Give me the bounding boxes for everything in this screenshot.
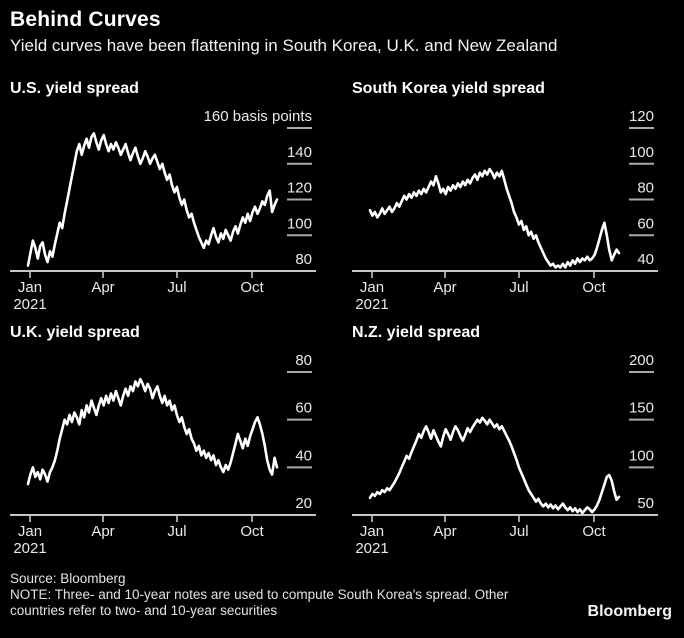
chart-title: U.K. yield spread <box>10 324 140 341</box>
line-series <box>26 132 279 267</box>
y-tick-label: 100 <box>629 447 654 464</box>
y-tick-label: 40 <box>295 447 312 464</box>
chart-header: Behind Curves Yield curves have been fla… <box>10 8 674 56</box>
chart-uk-yield-spread: U.K. yield spread 80 60 40 20 Jan 2021 Apr Jul O… <box>10 324 316 560</box>
y-tick-label: 80 <box>295 251 312 268</box>
chart-title: South Korea yield spread <box>352 80 545 97</box>
bloomberg-logo: Bloomberg <box>587 603 672 620</box>
page-title: Behind Curves <box>10 8 161 31</box>
x-tick-label: Apr <box>91 523 114 540</box>
x-tick-label: Apr <box>91 279 114 296</box>
y-tick-label: 160 basis points <box>204 108 312 125</box>
chart-us-yield-spread: U.S. yield spread 160 basis points 140 120… <box>10 80 316 316</box>
x-tick-year-label: 2021 <box>355 540 388 557</box>
y-tick-label: 60 <box>637 215 654 232</box>
y-tick-label: 120 <box>629 108 654 125</box>
y-tick-label: 80 <box>637 180 654 197</box>
methodology-note-line2: countries refer to two- and 10-year secu… <box>10 603 278 618</box>
y-tick-label: 120 <box>287 180 312 197</box>
x-tick-label: Jan <box>360 279 384 296</box>
y-tick-label: 80 <box>295 352 312 369</box>
x-tick-label: Oct <box>582 279 606 296</box>
y-tick-label: 60 <box>295 400 312 417</box>
y-tick-label: 140 <box>287 144 312 161</box>
y-tick-label: 100 <box>287 215 312 232</box>
x-tick-year-label: 2021 <box>13 296 46 313</box>
line-series <box>368 416 621 515</box>
methodology-note-line1: NOTE: Three- and 10-year notes are used … <box>10 587 509 602</box>
x-tick-year-label: 2021 <box>355 296 388 313</box>
x-tick-label: Oct <box>582 523 606 540</box>
x-tick-label: Jul <box>509 279 528 296</box>
line-series <box>368 167 621 269</box>
x-tick-label: Jul <box>167 279 186 296</box>
chart-nz-yield-spread: N.Z. yield spread 200 150 100 50 Jan 2021 Apr J… <box>352 324 658 560</box>
chart-title: U.S. yield spread <box>10 80 139 97</box>
x-tick-label: Apr <box>433 279 456 296</box>
x-tick-label: Apr <box>433 523 456 540</box>
x-tick-label: Jul <box>167 523 186 540</box>
chart-title: N.Z. yield spread <box>352 324 481 341</box>
x-tick-year-label: 2021 <box>13 540 46 557</box>
chart-footer: Source: Bloomberg NOTE: Three- and 10-ye… <box>10 571 508 619</box>
y-tick-label: 100 <box>629 144 654 161</box>
x-tick-label: Jan <box>18 523 42 540</box>
line-series <box>26 377 279 486</box>
x-tick-label: Jan <box>360 523 384 540</box>
page-subtitle: Yield curves have been flattening in Sou… <box>10 36 558 55</box>
source-note: Source: Bloomberg <box>10 571 126 586</box>
y-tick-label: 150 <box>629 400 654 417</box>
chart-south-korea-yield-spread: South Korea yield spread 120 100 80 60 40 Jan… <box>352 80 658 316</box>
y-tick-label: 50 <box>637 495 654 512</box>
x-tick-label: Jul <box>509 523 528 540</box>
y-tick-label: 200 <box>629 352 654 369</box>
y-tick-label: 40 <box>637 251 654 268</box>
y-tick-label: 20 <box>295 495 312 512</box>
x-tick-label: Oct <box>240 523 264 540</box>
x-tick-label: Jan <box>18 279 42 296</box>
x-tick-label: Oct <box>240 279 264 296</box>
